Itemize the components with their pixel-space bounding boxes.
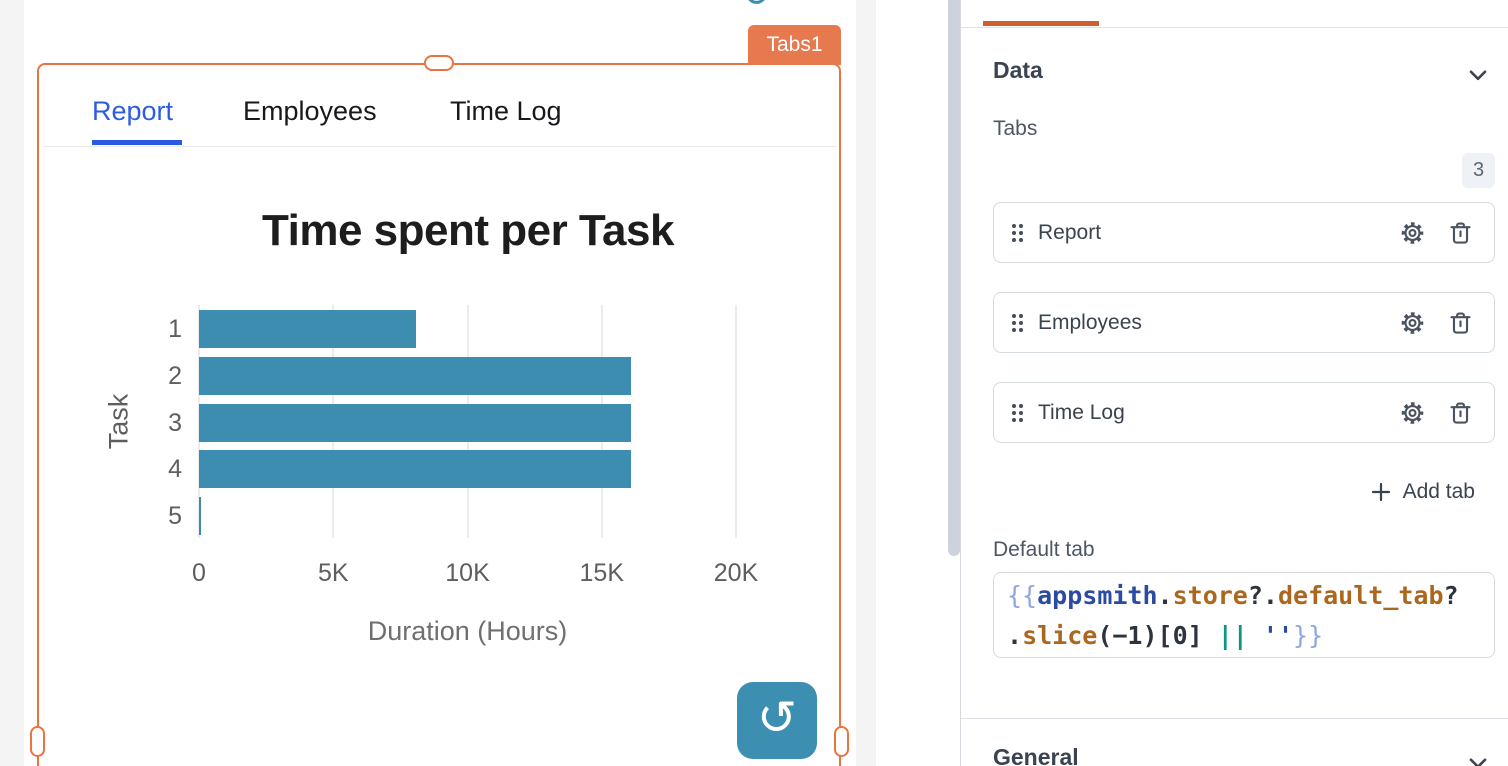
chart-plot [198,305,737,538]
tab-item-report[interactable]: Report [993,202,1495,263]
add-tab-button[interactable]: Add tab [1369,477,1475,507]
tab-item-label: Employees [1038,310,1142,334]
tabs-count-badge: 3 [1462,153,1495,188]
code-token: . [1157,581,1173,610]
code-line: .slice(−1)[0] || ''}} [1007,616,1481,656]
widget-name-badge[interactable]: Tabs1 [748,25,841,65]
tabs-field-label: Tabs [993,117,1038,140]
code-token: . [1007,621,1023,650]
code-token: default_tab [1277,581,1444,610]
code-token: appsmith [1037,581,1158,610]
x-tick-label: 5K [317,559,349,587]
y-tick-label: 4 [168,455,182,484]
widget-tab-report[interactable]: Report [92,96,174,126]
code-token: store [1172,581,1248,610]
code-token: (−1)[0] [1097,621,1203,650]
drag-handle-icon[interactable] [1012,403,1023,422]
bar-task-2 [199,356,632,395]
bar-task-1 [199,310,417,348]
resize-handle-top[interactable] [424,55,454,71]
chart-title: Time spent per Task [262,206,674,255]
resize-handle-left[interactable] [30,726,45,757]
tab-item-label: Report [1038,220,1102,244]
widget-tab-time-log[interactable]: Time Log [450,96,562,126]
x-tick-label: 10K [445,559,490,587]
x-tick-label: 15K [579,559,624,587]
widget-tab-employees[interactable]: Employees [243,96,377,126]
canvas-right-gutter [856,0,876,766]
gridline [735,305,737,538]
code-line: {{appsmith.store?.default_tab? [1007,576,1481,616]
code-token [1248,621,1263,650]
refresh-button[interactable]: ↺ [737,682,817,759]
add-tab-label: Add tab [1402,480,1475,503]
tab-item-employees[interactable]: Employees [993,292,1495,353]
settings-gear-icon[interactable] [1399,309,1426,336]
refresh-ccw-icon: ↺ [756,689,798,746]
y-tick-label: 1 [168,315,182,343]
tabbar-divider [44,146,836,147]
drag-handle-icon[interactable] [1012,223,1023,242]
default-tab-label: Default tab [993,538,1095,561]
pane-header-divider [961,27,1508,28]
y-tick-label: 3 [168,408,182,437]
x-tick-label: 20K [713,559,759,587]
chevron-down-icon[interactable] [1465,750,1491,766]
delete-trash-icon[interactable] [1447,399,1474,426]
delete-trash-icon[interactable] [1447,309,1474,336]
canvas-scrollbar-thumb[interactable] [948,0,960,556]
y-tick-label: 2 [168,361,182,390]
code-token: || [1217,621,1248,650]
settings-gear-icon[interactable] [1399,399,1426,426]
canvas-left-gutter [0,0,24,766]
active-pane-tab-indicator [983,21,1099,26]
code-token: slice [1022,621,1098,650]
code-token [1203,621,1218,650]
code-token: ? [1443,581,1459,610]
general-section-header[interactable]: General [993,744,1079,766]
refresh-icon-cropped: ↺ [742,0,772,15]
settings-gear-icon[interactable] [1399,219,1426,246]
bar-task-3 [199,403,632,442]
code-token: {{ [1007,581,1038,610]
chart-y-axis-title: Task [103,393,134,450]
drag-handle-icon[interactable] [1012,313,1023,332]
code-token: }} [1293,621,1324,650]
chart-x-axis-title: Duration (Hours) [367,616,568,646]
y-tick-label: 5 [168,502,182,530]
plus-icon [1371,482,1390,502]
section-divider [961,718,1508,719]
x-axis-ticks: 0 5K 10K 15K 20K [192,559,758,589]
bar-task-5 [199,497,201,535]
delete-trash-icon[interactable] [1447,219,1474,246]
default-tab-code-input[interactable]: {{appsmith.store?.default_tab? .slice(−1… [993,572,1495,658]
property-pane: Data Tabs 3 Report [960,0,1508,766]
active-tab-underline [92,140,182,145]
bar-task-4 [199,450,632,489]
y-axis-ticks: 1 2 3 4 5 [148,305,182,538]
x-tick-label: 0 [192,559,206,587]
resize-handle-right[interactable] [834,726,849,757]
tab-item-label: Time Log [1038,400,1125,424]
chevron-down-icon[interactable] [1465,62,1491,88]
data-section-header[interactable]: Data [993,57,1043,83]
tab-item-time-log[interactable]: Time Log [993,382,1495,443]
code-token: '' [1262,621,1294,650]
code-token: ?. [1247,581,1278,610]
